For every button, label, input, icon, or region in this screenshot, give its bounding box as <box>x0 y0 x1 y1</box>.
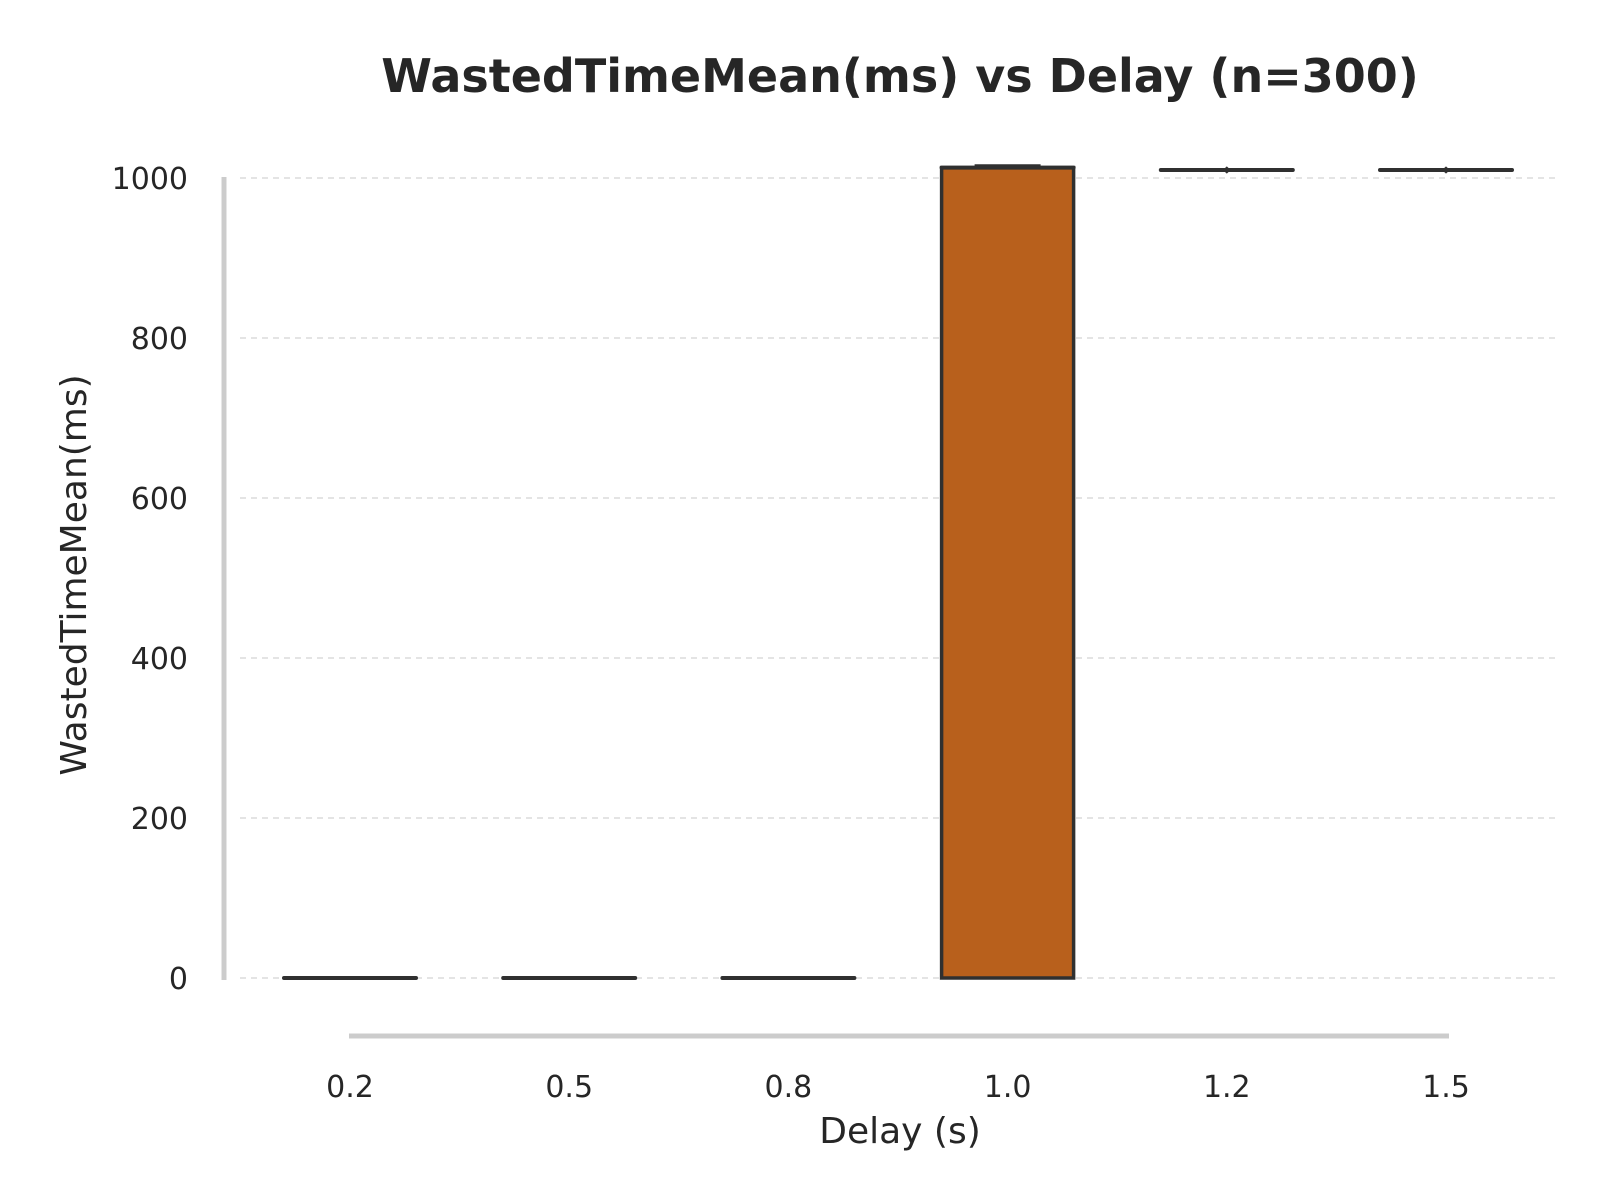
x-tick-labels: 0.2 0.5 0.8 1.0 1.2 1.5 <box>326 1070 1470 1105</box>
y-axis-label: WastedTimeMean(ms) <box>54 374 95 775</box>
y-tick-labels: 0 200 400 600 800 1000 <box>112 162 188 997</box>
x-tick-label: 1.5 <box>1422 1070 1470 1105</box>
y-tick-label: 200 <box>131 802 188 837</box>
x-tick-label: 1.2 <box>1203 1070 1251 1105</box>
chart-title: WastedTimeMean(ms) vs Delay (n=300) <box>381 49 1419 103</box>
flier-1.2 <box>1222 166 1231 174</box>
x-tick-label: 1.0 <box>984 1070 1032 1105</box>
y-tick-label: 600 <box>131 482 188 517</box>
x-tick-label: 0.2 <box>326 1070 374 1105</box>
x-tick-label: 0.8 <box>765 1070 813 1105</box>
x-tick-label: 0.5 <box>545 1070 593 1105</box>
y-tick-label: 800 <box>131 322 188 357</box>
gridlines <box>240 177 1555 979</box>
y-tick-label: 400 <box>131 642 188 677</box>
box-1.0 <box>939 165 1076 980</box>
y-tick-label: 1000 <box>112 162 188 197</box>
flier-1.5 <box>1442 166 1450 174</box>
y-tick-label: 0 <box>169 962 188 997</box>
x-axis-label: Delay (s) <box>819 1111 981 1152</box>
boxes <box>282 164 1514 980</box>
